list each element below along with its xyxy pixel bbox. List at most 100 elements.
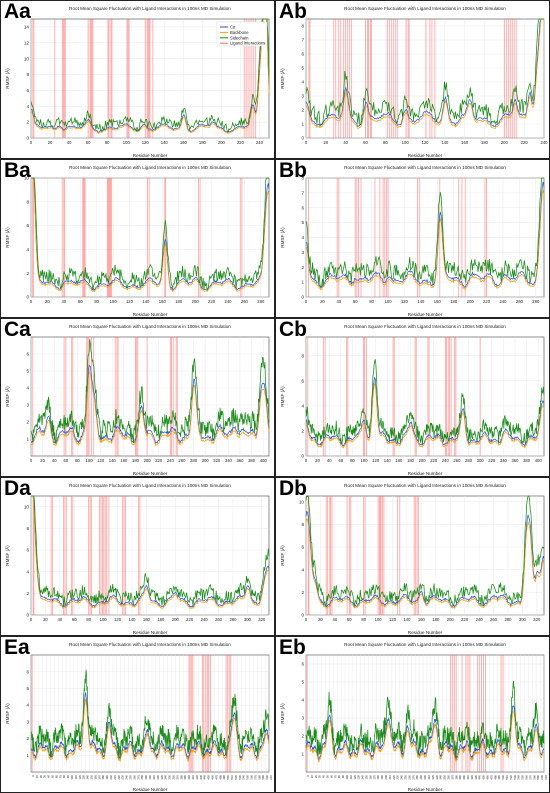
x-tick-label: 200 [218, 140, 226, 145]
chart-title: Root Mean Square Fluctuation with Ligand… [344, 165, 506, 170]
x-tick-label: 180 [175, 299, 183, 304]
y-tick-label: 4 [26, 703, 29, 708]
y-tick-label: 10 [299, 499, 305, 504]
x-tick-label: 260 [178, 458, 186, 463]
y-tick-label: 6 [301, 205, 304, 210]
x-tick-label: 500 [226, 775, 230, 780]
chart-svg: Root Mean Square Fluctuation with Ligand… [4, 6, 270, 158]
x-tick-label: 220 [208, 299, 216, 304]
y-tick-label: 8 [301, 353, 304, 358]
x-tick-label: 460 [210, 775, 214, 780]
x-tick-label: 20 [315, 458, 320, 463]
x-tick-label: 580 [257, 775, 261, 780]
x-tick-label: 200 [109, 775, 113, 780]
x-axis-label: Residue Number [408, 312, 443, 317]
chart-title: Root Mean Square Fluctuation with Ligand… [69, 483, 231, 488]
legend-box [216, 21, 268, 47]
x-tick-label: 450 [207, 775, 211, 780]
x-tick-label: 260 [516, 299, 524, 304]
chart-svg: Root Mean Square Fluctuation with Ligand… [4, 324, 270, 476]
x-tick-label: 220 [117, 775, 121, 780]
y-tick-label: 6 [26, 352, 29, 357]
x-tick-label: 310 [152, 775, 156, 780]
series-ca-line [31, 177, 270, 291]
y-tick-label: 4 [301, 235, 304, 240]
x-tick-label: 40 [333, 617, 338, 622]
x-tick-label: 20 [43, 617, 48, 622]
x-tick-label: 180 [481, 140, 489, 145]
x-tick-label: 600 [540, 775, 544, 780]
x-tick-label: 60 [86, 140, 91, 145]
x-tick-label: 410 [191, 775, 195, 780]
x-tick-label: 300 [477, 458, 485, 463]
chart-panel-Da: Root Mean Square Fluctuation with Ligand… [0, 477, 275, 636]
y-axis-label: RMSF (Å) [4, 227, 10, 248]
y-tick-label: 14 [24, 25, 30, 30]
legend-entry: Cα [230, 25, 236, 30]
x-tick-label: 200 [467, 299, 475, 304]
series-backbone-line [30, 18, 270, 134]
x-tick-label: 160 [180, 140, 188, 145]
chart-title: Root Mean Square Fluctuation with Ligand… [69, 6, 231, 11]
x-tick-label: 240 [256, 140, 264, 145]
x-tick-label: 350 [168, 775, 172, 780]
y-tick-label: 5 [301, 220, 304, 225]
x-tick-label: 180 [199, 140, 207, 145]
x-tick-label: 160 [395, 458, 403, 463]
x-tick-label: 200 [447, 617, 455, 622]
x-tick-label: 20 [45, 299, 50, 304]
x-tick-label: 510 [230, 775, 234, 780]
x-tick-label: 220 [186, 617, 194, 622]
x-tick-label: 220 [521, 140, 529, 145]
x-tick-label: 290 [419, 775, 423, 780]
chart-svg: Root Mean Square Fluctuation with Ligand… [279, 642, 548, 792]
series-backbone-line [305, 190, 545, 291]
y-tick-label: 5 [26, 686, 29, 691]
x-tick-label: 100 [70, 775, 74, 780]
series-backbone-line [30, 371, 270, 447]
y-tick-label: 2 [26, 591, 29, 596]
x-tick-label: 140 [384, 458, 392, 463]
y-tick-label: 0 [301, 295, 304, 300]
x-tick-label: 140 [109, 458, 117, 463]
x-tick-label: 160 [418, 617, 426, 622]
x-tick-label: 240 [499, 299, 507, 304]
x-tick-label: 120 [353, 775, 357, 780]
x-tick-label: 240 [442, 458, 450, 463]
series-sidechain-line [31, 177, 269, 291]
y-axis-label: RMSF (Å) [279, 68, 285, 89]
x-tick-label: 180 [407, 458, 415, 463]
x-tick-label: 540 [517, 775, 521, 780]
y-tick-label: 3 [301, 716, 304, 721]
x-tick-label: 510 [505, 775, 509, 780]
x-tick-label: 0 [305, 299, 308, 304]
series-sidechain-line [305, 495, 545, 607]
y-tick-label: 8 [26, 526, 29, 531]
x-tick-label: 210 [388, 775, 392, 780]
y-tick-label: 4 [26, 247, 29, 252]
x-tick-label: 520 [234, 775, 238, 780]
x-tick-label: 140 [86, 775, 90, 780]
y-tick-label: 6 [301, 52, 304, 57]
y-tick-label: 1 [301, 122, 304, 127]
y-tick-label: 4 [301, 403, 304, 408]
y-tick-label: 2 [26, 271, 29, 276]
x-tick-label: 130 [357, 775, 361, 780]
series-backbone-line [31, 495, 270, 609]
x-tick-label: 550 [246, 775, 250, 780]
x-tick-label: 570 [253, 775, 257, 780]
y-tick-label: 5 [301, 680, 304, 685]
x-tick-label: 120 [372, 458, 380, 463]
x-tick-label: 30 [318, 775, 322, 779]
x-tick-label: 160 [461, 140, 469, 145]
y-tick-label: 1 [301, 280, 304, 285]
x-tick-label: 270 [411, 775, 415, 780]
legend-entry: Backbone [230, 30, 249, 35]
x-tick-label: 340 [164, 775, 168, 780]
x-axis-label: Residue Number [408, 153, 443, 158]
x-tick-label: 120 [114, 617, 122, 622]
x-tick-label: 330 [435, 775, 439, 780]
x-tick-label: 400 [260, 458, 268, 463]
y-axis-label: RMSF (Å) [4, 386, 10, 407]
y-tick-label: 0 [301, 613, 304, 618]
